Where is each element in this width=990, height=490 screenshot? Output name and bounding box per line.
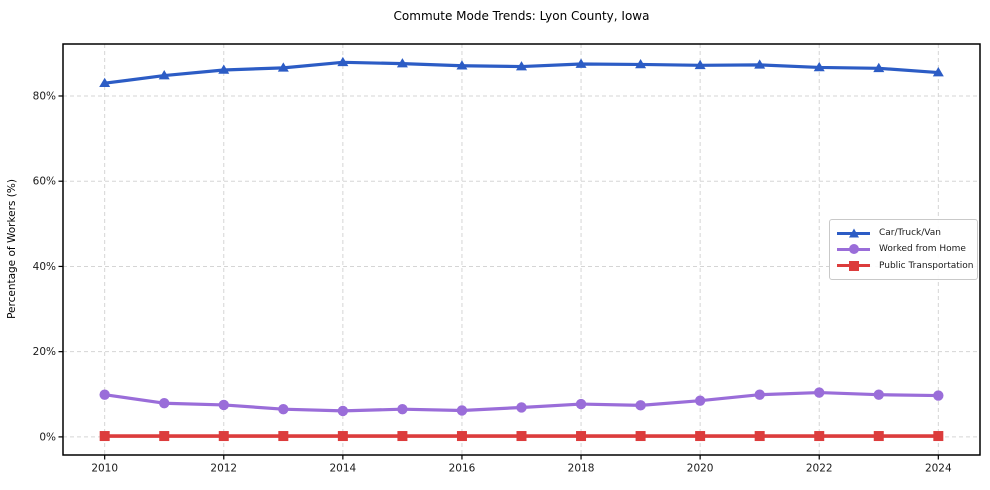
y-tick-label: 0% xyxy=(39,431,56,443)
legend-label: Car/Truck/Van xyxy=(879,228,941,239)
legend-item-car-truck-van: Car/Truck/Van xyxy=(837,228,970,238)
data-point-public-transportation xyxy=(516,431,527,442)
data-point-public-transportation xyxy=(159,431,170,442)
tick-layer: 2010 2012 2014 2016 2018 2020 2022 2024 0% 20% 40%… xyxy=(33,90,952,474)
data-point-worked-from-home xyxy=(694,395,706,406)
legend-item-worked-from-home: Worked from Home xyxy=(837,244,970,255)
legend-label: Public Transportation xyxy=(879,260,974,271)
legend-line-sample xyxy=(837,228,870,238)
legend-line-sample xyxy=(837,260,870,271)
legend-item-public-transportation: Public Transportation xyxy=(837,260,974,271)
y-tick-label: 80% xyxy=(33,90,56,102)
data-point-public-transportation xyxy=(814,431,825,442)
data-point-worked-from-home xyxy=(635,400,646,411)
chart-title: Commute Mode Trends: Lyon County, Iowa xyxy=(393,9,650,23)
x-tick-label: 2020 xyxy=(687,463,714,475)
data-point-car-truck-van xyxy=(277,62,289,72)
data-point-car-truck-van xyxy=(516,61,527,71)
data-point-car-truck-van xyxy=(932,67,944,77)
data-point-worked-from-home xyxy=(159,398,170,409)
data-point-public-transportation xyxy=(337,431,348,442)
data-point-car-truck-van xyxy=(873,62,885,73)
circle-marker-icon xyxy=(848,244,859,255)
data-point-car-truck-van xyxy=(99,77,111,88)
data-point-car-truck-van xyxy=(635,58,647,69)
data-point-public-transportation xyxy=(456,431,467,442)
data-point-worked-from-home xyxy=(933,390,944,401)
data-point-car-truck-van xyxy=(575,58,587,68)
data-point-car-truck-van xyxy=(754,59,766,69)
data-point-worked-from-home xyxy=(397,403,408,415)
data-point-worked-from-home xyxy=(278,403,289,415)
data-point-public-transportation xyxy=(695,431,706,442)
y-tick-label: 60% xyxy=(33,176,56,188)
x-tick-label: 2022 xyxy=(806,463,833,475)
data-point-worked-from-home xyxy=(814,387,825,398)
data-point-public-transportation xyxy=(873,431,884,442)
x-tick-label: 2014 xyxy=(329,463,356,475)
data-point-public-transportation xyxy=(218,431,229,442)
data-point-car-truck-van xyxy=(813,61,825,72)
data-point-worked-from-home xyxy=(337,405,349,417)
x-tick-label: 2018 xyxy=(568,463,595,475)
legend-line-sample xyxy=(837,244,870,255)
data-point-car-truck-van xyxy=(396,58,408,68)
data-point-car-truck-van xyxy=(158,70,170,80)
data-point-public-transportation xyxy=(397,431,408,442)
data-point-worked-from-home xyxy=(99,389,110,400)
data-point-public-transportation xyxy=(933,431,944,442)
triangle-marker-icon xyxy=(848,228,859,238)
data-point-worked-from-home xyxy=(873,389,884,400)
x-tick-label: 2012 xyxy=(210,463,237,475)
data-point-public-transportation xyxy=(754,431,765,442)
data-point-public-transportation xyxy=(99,431,110,442)
data-point-car-truck-van xyxy=(456,60,468,70)
data-point-car-truck-van xyxy=(218,64,230,74)
data-point-worked-from-home xyxy=(218,399,229,411)
data-point-public-transportation xyxy=(635,431,646,442)
square-marker-icon xyxy=(848,260,859,271)
data-point-worked-from-home xyxy=(456,405,468,416)
x-tick-label: 2024 xyxy=(925,463,952,475)
data-point-worked-from-home xyxy=(516,402,527,413)
data-point-public-transportation xyxy=(576,431,587,442)
data-point-car-truck-van xyxy=(694,59,706,70)
y-axis-label: Percentage of Workers (%) xyxy=(6,179,18,319)
x-tick-label: 2016 xyxy=(449,463,476,475)
y-tick-label: 40% xyxy=(33,261,56,273)
x-tick-label: 2010 xyxy=(91,463,118,475)
y-tick-label: 20% xyxy=(33,346,56,358)
chart-legend: Car/Truck/Van Worked from Home Public Tr… xyxy=(829,219,978,280)
data-point-public-transportation xyxy=(278,431,289,442)
series-layer xyxy=(99,56,944,442)
plot-border xyxy=(62,43,981,456)
legend-label: Worked from Home xyxy=(879,244,966,255)
data-point-car-truck-van xyxy=(337,56,349,67)
data-point-worked-from-home xyxy=(754,389,765,400)
data-point-worked-from-home xyxy=(575,398,587,410)
